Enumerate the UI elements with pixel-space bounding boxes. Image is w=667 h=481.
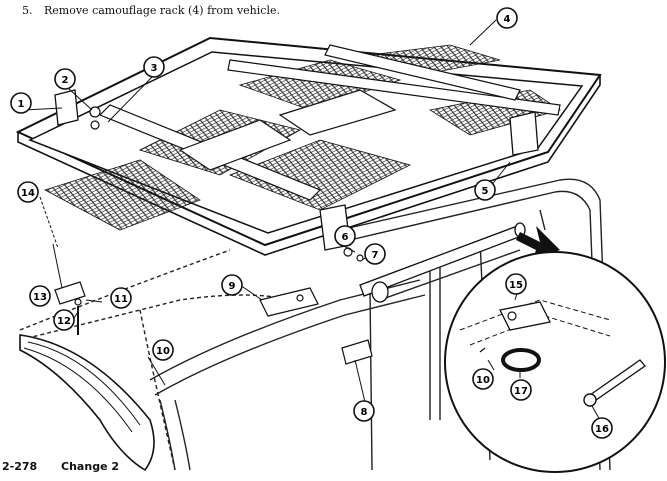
step-text: Remove camouflage rack (4) from vehicle. <box>44 4 280 17</box>
leader-lines <box>23 19 511 403</box>
detail-inset <box>444 251 666 473</box>
svg-text:3: 3 <box>151 63 158 74</box>
svg-text:11: 11 <box>114 294 128 305</box>
svg-text:17: 17 <box>514 386 528 397</box>
page-footer: 2-278 Change 2 <box>2 460 119 473</box>
callout-5: 5 <box>474 179 496 201</box>
callout-7: 7 <box>364 243 386 265</box>
callout-13: 13 <box>29 285 51 307</box>
camouflage-rack <box>15 36 602 256</box>
callout-16: 16 <box>591 417 613 439</box>
callout-3: 3 <box>143 56 165 78</box>
svg-text:4: 4 <box>504 14 511 25</box>
callout-15: 15 <box>505 273 527 295</box>
svg-text:14: 14 <box>21 188 35 199</box>
callout-10: 10 <box>152 339 174 361</box>
callout-8: 8 <box>353 400 375 422</box>
callout-2: 2 <box>54 68 76 90</box>
callout-4: 4 <box>496 7 518 29</box>
change-label: Change 2 <box>61 460 120 473</box>
svg-text:9: 9 <box>229 281 236 292</box>
svg-text:1: 1 <box>18 99 25 110</box>
svg-text:10: 10 <box>156 346 170 357</box>
svg-text:10: 10 <box>476 375 490 386</box>
callout-12: 12 <box>53 309 75 331</box>
callout-1: 1 <box>10 92 32 114</box>
callout-17: 17 <box>510 379 532 401</box>
svg-text:15: 15 <box>509 280 523 291</box>
svg-text:7: 7 <box>372 250 379 261</box>
svg-text:13: 13 <box>33 292 47 303</box>
svg-text:16: 16 <box>595 424 609 435</box>
callout-11: 11 <box>110 287 132 309</box>
callout-6: 6 <box>334 225 356 247</box>
page-number: 2-278 <box>2 460 38 473</box>
svg-text:6: 6 <box>342 232 349 243</box>
callout-9: 9 <box>221 274 243 296</box>
step-number: 5. <box>22 4 33 17</box>
callout-10-inset: 10 <box>472 368 494 390</box>
procedure-step: 5. Remove camouflage rack (4) from vehic… <box>22 4 280 17</box>
callout-14: 14 <box>17 181 39 203</box>
hardware-parts <box>54 247 373 365</box>
wiper-blade <box>19 334 155 472</box>
svg-text:5: 5 <box>482 186 489 197</box>
svg-text:8: 8 <box>361 407 368 418</box>
svg-text:12: 12 <box>57 316 71 327</box>
svg-text:2: 2 <box>62 75 69 86</box>
